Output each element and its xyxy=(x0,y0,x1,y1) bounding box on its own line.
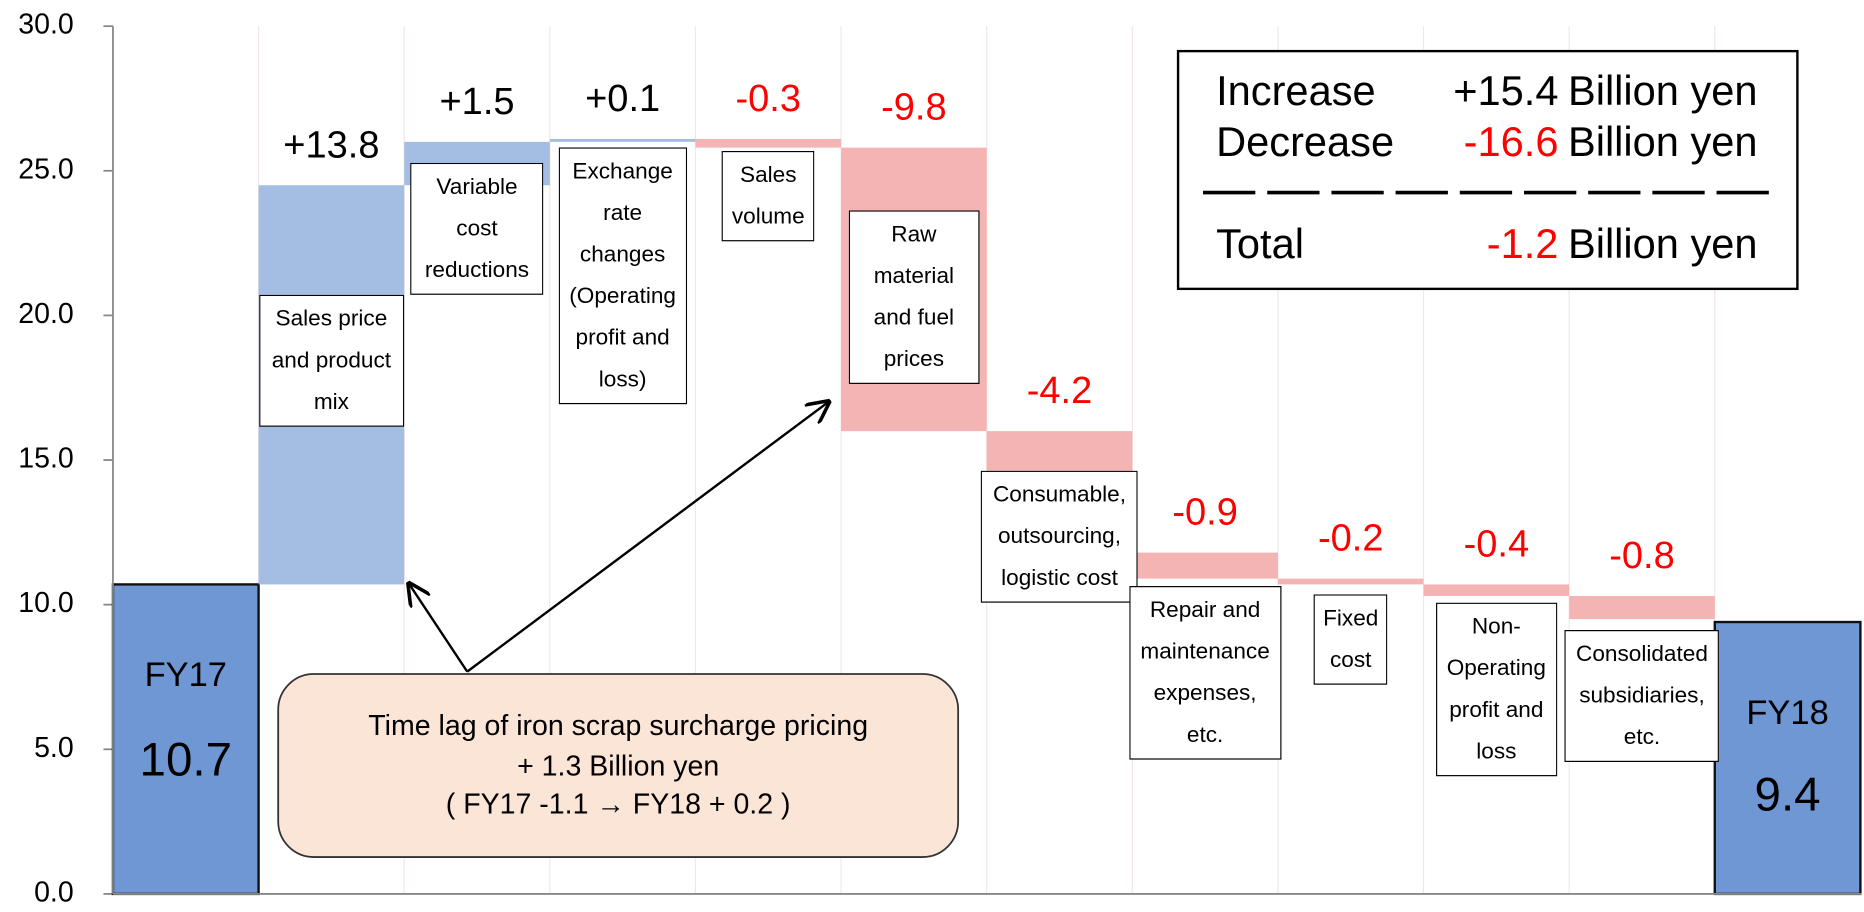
legend-box: Increase +15.4 Billion yen Decrease -16.… xyxy=(1176,49,1799,291)
legend-label: Increase xyxy=(1216,67,1376,114)
callout: Time lag of iron scrap surcharge pricing… xyxy=(277,402,960,858)
decrease-bar xyxy=(1569,595,1715,620)
value-label: -4.2 xyxy=(1027,370,1093,412)
category-label: Consolidated subsidiaries, etc. xyxy=(1564,630,1720,762)
category-label: Repair and maintenance expenses, etc. xyxy=(1129,586,1282,760)
callout-box xyxy=(277,673,960,858)
decrease-bar xyxy=(1277,578,1424,585)
category-box: Repair and maintenance expenses, etc. xyxy=(1129,586,1282,760)
callout-text: + 1.3 Billion yen xyxy=(517,750,719,782)
y-tick-label: 20.0 xyxy=(18,298,74,330)
y-tick-label: 0.0 xyxy=(34,876,74,907)
category-box: Consumable, outsourcing, logistic cost xyxy=(981,470,1138,603)
arrow xyxy=(466,402,828,673)
category-label: FY18 xyxy=(1746,694,1828,732)
category-label: Raw material and fuel prices xyxy=(848,210,980,384)
category-box: Consolidated subsidiaries, etc. xyxy=(1564,630,1720,762)
category-label: FY17 xyxy=(145,656,227,694)
category-box: Non-Operating profit and loss xyxy=(1435,602,1557,777)
value-label: 9.4 xyxy=(1755,769,1821,822)
category-label: Sales price and product mix xyxy=(258,294,404,427)
value-label: -0.8 xyxy=(1609,535,1675,577)
category-box: Exchange rate changes (Operating profit … xyxy=(558,147,687,405)
value-label: -0.3 xyxy=(735,78,801,120)
total-bar xyxy=(111,583,260,896)
value-label: -0.4 xyxy=(1464,523,1530,565)
y-tick-label: 25.0 xyxy=(18,153,74,185)
decrease-bar xyxy=(1132,552,1278,579)
category-box: Raw material and fuel prices xyxy=(848,210,980,384)
category-box: Sales volume xyxy=(721,150,815,242)
value-label: -0.2 xyxy=(1318,518,1384,560)
y-tick-label: 30.0 xyxy=(18,9,74,41)
category-box: Fixed cost xyxy=(1313,594,1388,685)
y-tick-label: 15.0 xyxy=(18,443,74,475)
category-box: Variable cost reductions xyxy=(410,162,544,295)
legend-unit: Billion yen xyxy=(1568,118,1758,165)
legend-frame xyxy=(1176,49,1799,291)
value-label: +1.5 xyxy=(439,81,514,123)
category-label: Non-Operating profit and loss xyxy=(1435,602,1557,777)
value-label: +0.1 xyxy=(585,78,660,120)
arrow xyxy=(409,584,469,673)
category-label: Consumable, outsourcing, logistic cost xyxy=(981,470,1138,603)
legend-unit: Billion yen xyxy=(1568,220,1758,267)
decrease-bar xyxy=(1423,584,1570,596)
category-label: Sales volume xyxy=(721,150,815,242)
callout-text: Time lag of iron scrap surcharge pricing xyxy=(368,710,868,742)
total-bar xyxy=(1713,620,1862,896)
labels: 0.0 5.0 10.0 15.0 20.0 25.0 30.0 FY17 10.7 +13.8 S… xyxy=(18,9,1829,909)
category-label: Fixed cost xyxy=(1313,594,1388,685)
category-label: Exchange rate changes (Operating profit … xyxy=(558,147,687,405)
y-tick-label: 5.0 xyxy=(34,732,74,764)
legend-value: -1.2 xyxy=(1487,220,1559,267)
callout-text: ( FY17 -1.1 → FY18 + 0.2 ) xyxy=(446,788,791,820)
increase-bar xyxy=(549,138,696,142)
legend-unit: Billion yen xyxy=(1568,67,1758,114)
decrease-bar xyxy=(695,138,842,148)
legend-label: Total xyxy=(1216,220,1304,267)
value-label: -9.8 xyxy=(881,87,947,129)
legend-value: -16.6 xyxy=(1464,118,1559,165)
value-label: -0.9 xyxy=(1172,492,1238,534)
category-label: Variable cost reductions xyxy=(410,162,544,295)
legend-value: +15.4 xyxy=(1453,67,1558,114)
y-tick-label: 10.0 xyxy=(18,587,74,619)
category-box: Sales price and product mix xyxy=(258,294,404,427)
value-label: +13.8 xyxy=(283,124,379,166)
value-label: 10.7 xyxy=(140,733,233,786)
legend-label: Decrease xyxy=(1216,118,1394,165)
